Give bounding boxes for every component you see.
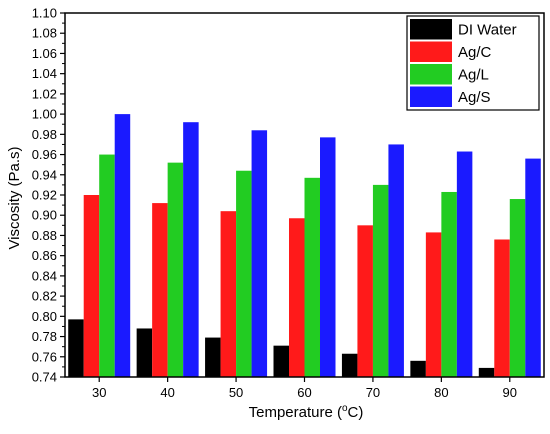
bar-ag-c-70	[357, 225, 373, 377]
x-tick-label: 90	[503, 385, 517, 400]
bar-ag-l-50	[236, 170, 252, 377]
bar-ag-s-50	[251, 130, 268, 377]
legend-swatch-ag-c	[410, 41, 452, 62]
legend-swatch-ag-s	[410, 86, 452, 107]
y-tick-label: 0.94	[32, 167, 57, 182]
y-tick-label: 0.78	[32, 329, 57, 344]
y-tick-label: 1.08	[32, 26, 57, 41]
bar-ag-s-60	[320, 137, 336, 377]
x-tick-label: 50	[229, 385, 243, 400]
bar-ag-c-60	[289, 218, 305, 377]
x-axis-title-post: C)	[348, 404, 364, 421]
bar-ag-l-90	[509, 199, 526, 377]
x-axis-title-pre: Temperature (	[249, 404, 342, 421]
y-tick-label: 0.84	[32, 268, 57, 283]
x-tick-label: 60	[297, 385, 311, 400]
legend-swatch-di-water	[410, 19, 452, 40]
bar-ag-c-80	[425, 232, 442, 377]
bar-ag-s-70	[388, 144, 404, 377]
bar-ag-c-90	[494, 239, 510, 377]
bar-ag-l-80	[441, 191, 457, 377]
y-tick-label: 1.04	[32, 66, 57, 81]
x-tick-label: 30	[92, 385, 106, 400]
legend-label-ag-s: Ag/S	[458, 89, 491, 106]
x-tick-label: 70	[366, 385, 380, 400]
y-tick-label: 0.74	[32, 370, 57, 385]
y-tick-label: 0.80	[32, 309, 57, 324]
y-tick-label: 0.90	[32, 208, 57, 223]
bar-ag-l-60	[304, 177, 320, 377]
y-tick-label: 0.92	[32, 188, 57, 203]
y-tick-label: 0.86	[32, 248, 57, 263]
bar-ag-l-70	[372, 184, 389, 377]
bar-ag-l-30	[99, 154, 115, 377]
axes-layer: 0.74 0.76 0.78 0.80 0.82 0.84 0.86 0.88 0.90 0.92…	[32, 6, 545, 400]
bar-ag-l-40	[167, 162, 184, 377]
bar-di-water-80	[410, 360, 426, 377]
y-axis-title: Viscosity (Pa.s)	[6, 146, 23, 249]
bar-ag-s-80	[456, 151, 473, 377]
bar-di-water-70	[341, 353, 358, 377]
x-axis-title-sup: o	[342, 403, 348, 414]
bar-ag-s-90	[525, 158, 541, 377]
y-tick-label: 1.06	[32, 46, 57, 61]
y-tick-label: 0.88	[32, 228, 57, 243]
legend-label-di-water: DI Water	[458, 22, 517, 39]
bars-layer	[68, 114, 541, 378]
y-tick-label: 1.10	[32, 6, 57, 21]
legend-swatch-ag-l	[410, 64, 452, 85]
x-axis-title: Temperature (oC)	[249, 403, 364, 421]
y-tick-label: 1.00	[32, 107, 57, 122]
legend: DI Water Ag/C Ag/L Ag/S	[406, 15, 540, 111]
bar-ag-s-30	[114, 114, 131, 378]
y-tick-label: 1.02	[32, 86, 57, 101]
legend-label-ag-l: Ag/L	[458, 67, 489, 84]
bar-ag-c-40	[152, 203, 168, 377]
x-tick-label: 40	[160, 385, 174, 400]
y-tick-label: 0.76	[32, 349, 57, 364]
bar-ag-c-30	[83, 195, 100, 377]
bar-di-water-90	[478, 367, 495, 377]
bar-di-water-40	[136, 328, 153, 377]
bar-di-water-50	[205, 337, 221, 377]
bar-di-water-60	[273, 345, 289, 377]
legend-label-ag-c: Ag/C	[458, 44, 492, 61]
bar-ag-s-40	[183, 122, 199, 377]
bar-ag-c-50	[220, 211, 237, 377]
x-tick-label: 80	[434, 385, 448, 400]
y-tick-label: 0.82	[32, 289, 57, 304]
y-tick-label: 0.98	[32, 127, 57, 142]
bar-di-water-30	[68, 319, 84, 377]
y-tick-label: 0.96	[32, 147, 57, 162]
